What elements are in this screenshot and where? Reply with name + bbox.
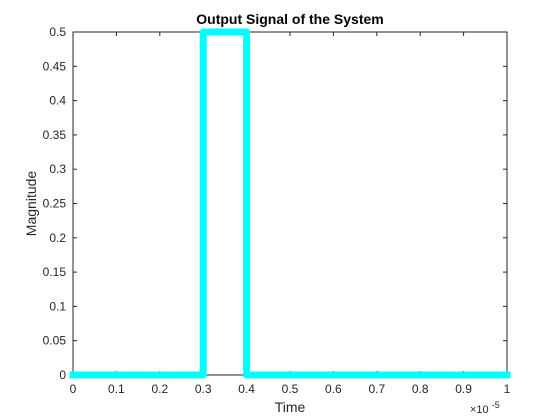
plot-area [72,31,508,376]
y-tick-labels: 0 0.05 0.1 0.15 0.2 0.25 0.3 0.35 0.4 0.45 0.5 [43,25,67,382]
series-group [69,28,511,379]
x-axis-exponent: ×10 -5 [470,400,500,416]
x-tick-label: 0.6 [325,382,342,396]
y-axis-label: Magnitude [23,171,39,237]
y-tick-label: 0.2 [49,231,66,245]
x-tick-label: 1 [504,382,511,396]
x-tick-label: 0.9 [455,382,472,396]
y-tick-label: 0.1 [49,299,66,313]
y-tick-label: 0.15 [43,265,67,279]
y-tick-label: 0.3 [49,162,66,176]
chart-title: Output Signal of the System [196,11,383,27]
x-tick-label: 0.8 [412,382,429,396]
x-tick-label: 0 [70,382,77,396]
y-tick-label: 0.4 [49,94,66,108]
x-axis-label: Time [275,399,306,415]
y-tick-label: 0.25 [43,197,67,211]
y-tick-label: 0.05 [43,334,67,348]
x-tick-label: 0.1 [108,382,125,396]
x-axis-exponent-power: -5 [492,400,500,410]
x-tick-label: 0.4 [238,382,255,396]
y-tick-label: 0.45 [43,59,67,73]
x-tick-label: 0.3 [195,382,212,396]
y-tick-label: 0.35 [43,128,67,142]
x-tick-label: 0.7 [368,382,385,396]
series-line [69,28,511,379]
y-tick-label: 0 [59,368,66,382]
x-axis-exponent-base: ×10 [470,404,489,416]
x-tick-label: 0.2 [151,382,168,396]
x-tick-labels: 0 0.1 0.2 0.3 0.4 0.5 0.6 0.7 0.8 0.9 1 [70,382,511,396]
x-tick-label: 0.5 [282,382,299,396]
y-tick-label: 0.5 [49,25,66,39]
